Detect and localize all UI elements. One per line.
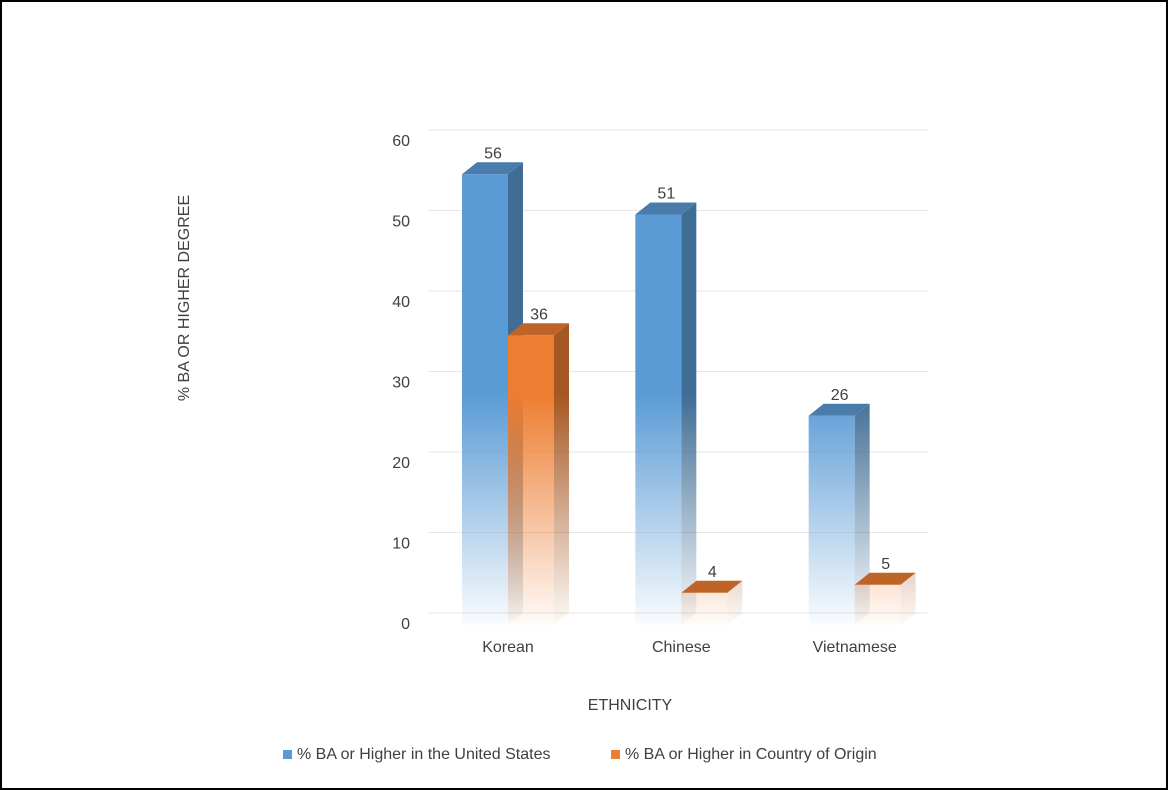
y-axis-title: % BA OR HIGHER DEGREE bbox=[176, 195, 193, 401]
bar-top bbox=[854, 572, 916, 585]
value-label: 4 bbox=[708, 564, 717, 581]
bar-side bbox=[681, 202, 697, 625]
value-label: 36 bbox=[530, 306, 548, 323]
bar-top bbox=[635, 202, 697, 215]
y-tick-label: 0 bbox=[401, 616, 410, 633]
x-tick-label: Chinese bbox=[652, 639, 711, 656]
legend-swatch bbox=[611, 750, 620, 759]
bar bbox=[635, 214, 682, 625]
bar bbox=[462, 174, 508, 625]
value-label: 56 bbox=[484, 145, 502, 162]
value-label: 5 bbox=[881, 556, 890, 573]
bar-top bbox=[462, 162, 523, 175]
bar-top bbox=[681, 580, 743, 593]
value-label: 26 bbox=[831, 387, 849, 404]
bar bbox=[808, 415, 855, 625]
legend-swatch bbox=[283, 750, 292, 759]
bar bbox=[854, 584, 901, 625]
y-tick-label: 60 bbox=[392, 133, 410, 150]
y-tick-label: 20 bbox=[392, 455, 410, 472]
legend-label: % BA or Higher in Country of Origin bbox=[625, 746, 877, 763]
x-axis-title: ETHNICITY bbox=[588, 697, 673, 714]
x-tick-label: Korean bbox=[482, 639, 534, 656]
legend-label: % BA or Higher in the United States bbox=[297, 746, 550, 763]
x-tick-label: Vietnamese bbox=[813, 639, 897, 656]
y-tick-label: 10 bbox=[392, 536, 410, 553]
value-label: 51 bbox=[657, 186, 675, 203]
y-tick-label: 50 bbox=[392, 214, 410, 231]
bar-top bbox=[808, 403, 870, 416]
bar bbox=[681, 592, 728, 625]
bar-side bbox=[900, 572, 916, 625]
y-tick-label: 30 bbox=[392, 375, 410, 392]
bar-top bbox=[508, 323, 569, 336]
bar bbox=[508, 335, 554, 625]
bar-side bbox=[854, 403, 870, 625]
y-tick-label: 40 bbox=[392, 294, 410, 311]
bar-side bbox=[554, 323, 569, 625]
bar-side bbox=[727, 580, 743, 625]
